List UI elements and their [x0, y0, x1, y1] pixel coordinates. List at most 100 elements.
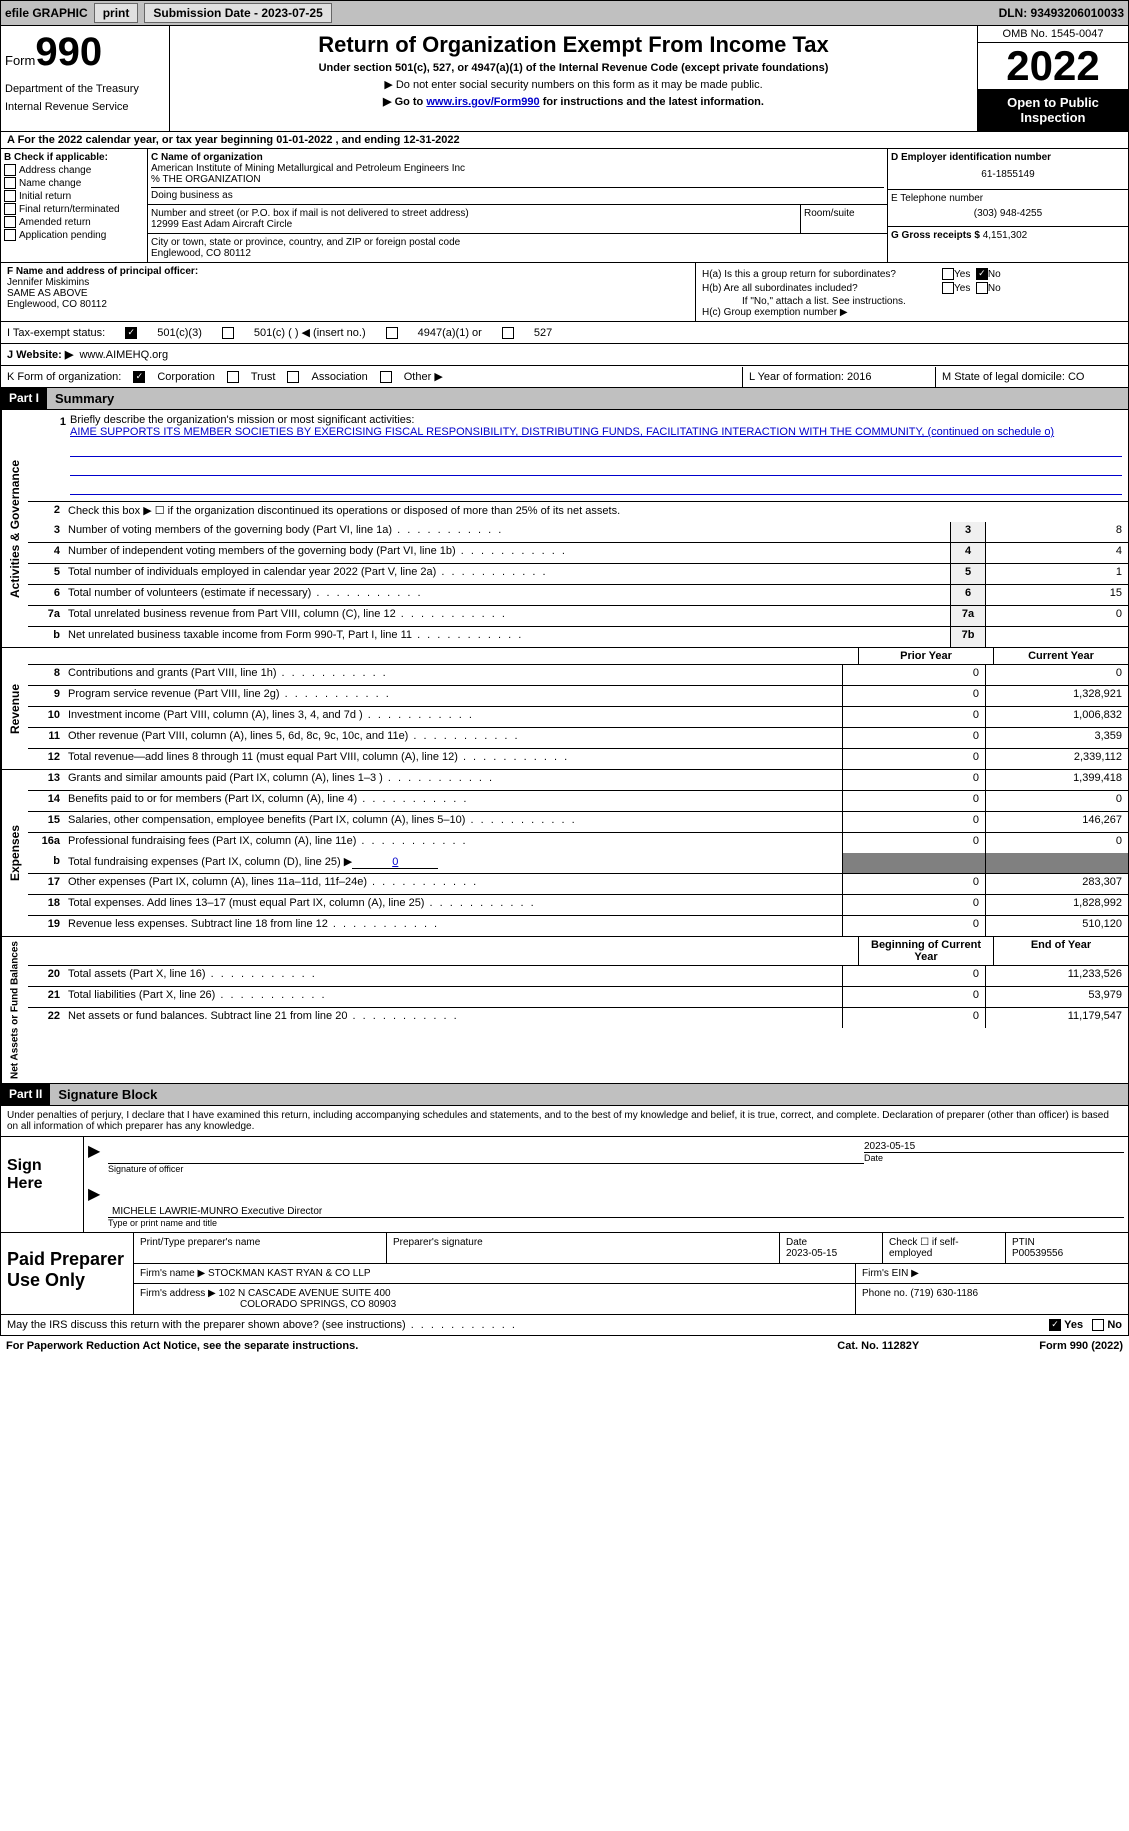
part1-title: Summary — [47, 388, 1128, 409]
data-line: 9Program service revenue (Part VIII, lin… — [28, 686, 1128, 707]
vert-governance: Activities & Governance — [1, 410, 28, 647]
cb-4947[interactable] — [386, 327, 398, 339]
website-value: www.AIMEHQ.org — [79, 349, 168, 361]
begin-year-hdr: Beginning of Current Year — [858, 937, 993, 965]
box-i-label: I Tax-exempt status: — [7, 327, 105, 339]
cb-amended-return[interactable]: Amended return — [4, 216, 144, 228]
mission-block: 1 Briefly describe the organization's mi… — [28, 410, 1128, 502]
sig-date-val: 2023-05-15 — [864, 1141, 1124, 1152]
prior-year-hdr: Prior Year — [858, 648, 993, 664]
rev-col-headers: Prior Year Current Year — [28, 648, 1128, 665]
gov-line: 5Total number of individuals employed in… — [28, 564, 1128, 585]
h-a-yes[interactable] — [942, 268, 954, 280]
instr-pre: ▶ Go to — [383, 96, 426, 108]
org-address: 12999 East Adam Aircraft Circle — [151, 219, 797, 230]
sig-name-label: Type or print name and title — [108, 1218, 1124, 1228]
box-c: C Name of organization American Institut… — [148, 149, 1128, 262]
h-b-label: H(b) Are all subordinates included? — [702, 283, 942, 294]
discuss-row: May the IRS discuss this return with the… — [0, 1315, 1129, 1336]
box-h: H(a) Is this a group return for subordin… — [696, 263, 1128, 321]
room-label: Room/suite — [801, 205, 887, 233]
end-year-hdr: End of Year — [993, 937, 1128, 965]
row-f-h: F Name and address of principal officer:… — [0, 263, 1129, 322]
form-990-page: efile GRAPHIC print Submission Date - 20… — [0, 0, 1129, 1356]
instr-goto: ▶ Go to www.irs.gov/Form990 for instruct… — [174, 95, 973, 108]
pp-ptin: P00539556 — [1012, 1248, 1063, 1259]
box-d-label: D Employer identification number — [891, 152, 1125, 163]
box-g-label: G Gross receipts $ — [891, 230, 980, 241]
pp-firm: STOCKMAN KAST RYAN & CO LLP — [208, 1268, 371, 1279]
efile-label: efile GRAPHIC — [5, 6, 88, 20]
box-j-label: J Website: ▶ — [7, 349, 73, 361]
cb-address-change[interactable]: Address change — [4, 164, 144, 176]
pp-firm-ein: Firm's EIN ▶ — [856, 1264, 1128, 1283]
h-b-yes[interactable] — [942, 282, 954, 294]
sign-here-label: Sign Here — [1, 1137, 84, 1232]
cb-501c3[interactable] — [125, 327, 137, 339]
discuss-no[interactable] — [1092, 1319, 1104, 1331]
cb-name-change[interactable]: Name change — [4, 177, 144, 189]
sig-date-label: Date — [864, 1152, 1124, 1163]
cat-no: Cat. No. 11282Y — [837, 1340, 919, 1352]
net-col-headers: Beginning of Current Year End of Year — [28, 937, 1128, 966]
data-line: 10Investment income (Part VIII, column (… — [28, 707, 1128, 728]
data-line: 19Revenue less expenses. Subtract line 1… — [28, 916, 1128, 936]
phone-value: (303) 948-4255 — [891, 204, 1125, 223]
data-line: 8Contributions and grants (Part VIII, li… — [28, 665, 1128, 686]
part2-bar: Part II Signature Block — [0, 1084, 1129, 1106]
sig-name: MICHELE LAWRIE-MUNRO Executive Director — [112, 1206, 322, 1217]
revenue-section: Revenue Prior Year Current Year 8Contrib… — [0, 648, 1129, 770]
signature-section: Under penalties of perjury, I declare th… — [0, 1106, 1129, 1315]
cb-corp[interactable] — [133, 371, 145, 383]
cb-initial-return[interactable]: Initial return — [4, 190, 144, 202]
irs-link[interactable]: www.irs.gov/Form990 — [426, 96, 539, 108]
open-to-public: Open to Public Inspection — [978, 89, 1128, 131]
vert-expenses: Expenses — [1, 770, 28, 936]
irs-label: Internal Revenue Service — [5, 93, 165, 113]
line-a: A For the 2022 calendar year, or tax yea… — [0, 132, 1129, 149]
gov-line: 4Number of independent voting members of… — [28, 543, 1128, 564]
paperwork-notice: For Paperwork Reduction Act Notice, see … — [6, 1340, 358, 1352]
omb-number: OMB No. 1545-0047 — [978, 26, 1128, 43]
data-line: 14Benefits paid to or for members (Part … — [28, 791, 1128, 812]
mission-text: AIME SUPPORTS ITS MEMBER SOCIETIES BY EX… — [70, 426, 1054, 438]
cb-final-return[interactable]: Final return/terminated — [4, 203, 144, 215]
cb-application-pending[interactable]: Application pending — [4, 229, 144, 241]
ein-value: 61-1855149 — [891, 163, 1125, 186]
footer-last: For Paperwork Reduction Act Notice, see … — [0, 1336, 1129, 1356]
cb-trust[interactable] — [227, 371, 239, 383]
pp-date: 2023-05-15 — [786, 1248, 837, 1259]
dln-label: DLN: 93493206010033 — [999, 6, 1124, 20]
h-b-note: If "No," attach a list. See instructions… — [702, 296, 1122, 307]
discuss-yes[interactable] — [1049, 1319, 1061, 1331]
form-word: Form — [5, 53, 35, 68]
cb-527[interactable] — [502, 327, 514, 339]
addr-label: Number and street (or P.O. box if mail i… — [151, 208, 797, 219]
dept-label: Department of the Treasury — [5, 75, 165, 95]
form-number: 990 — [35, 30, 102, 74]
h-a-no[interactable] — [976, 268, 988, 280]
line2-text: Check this box ▶ ☐ if the organization d… — [64, 502, 1128, 522]
cb-other[interactable] — [380, 371, 392, 383]
mission-label: Briefly describe the organization's miss… — [70, 414, 414, 426]
data-line: 13Grants and similar amounts paid (Part … — [28, 770, 1128, 791]
cb-assoc[interactable] — [287, 371, 299, 383]
form-header: Form990 Department of the Treasury Inter… — [0, 26, 1129, 132]
row-i: I Tax-exempt status: 501(c)(3) 501(c) ( … — [0, 322, 1129, 344]
gross-receipts: 4,151,302 — [983, 230, 1028, 241]
data-line: 20Total assets (Part X, line 16)011,233,… — [28, 966, 1128, 987]
box-m: M State of legal domicile: CO — [935, 367, 1128, 387]
data-line: 15Salaries, other compensation, employee… — [28, 812, 1128, 833]
pp-print-name: Print/Type preparer's name — [134, 1233, 387, 1263]
top-control-bar: efile GRAPHIC print Submission Date - 20… — [0, 0, 1129, 26]
box-b: B Check if applicable: Address change Na… — [1, 149, 148, 262]
tax-year: 2022 — [978, 43, 1128, 89]
pp-phone: (719) 630-1186 — [910, 1288, 978, 1299]
print-button[interactable]: print — [94, 3, 139, 23]
cb-501c[interactable] — [222, 327, 234, 339]
line16b-val: 0 — [352, 856, 438, 869]
h-b-no[interactable] — [976, 282, 988, 294]
paid-preparer-section: Paid Preparer Use Only Print/Type prepar… — [1, 1232, 1128, 1314]
row-j: J Website: ▶ www.AIMEHQ.org — [0, 344, 1129, 366]
pp-check: Check ☐ if self-employed — [883, 1233, 1006, 1263]
